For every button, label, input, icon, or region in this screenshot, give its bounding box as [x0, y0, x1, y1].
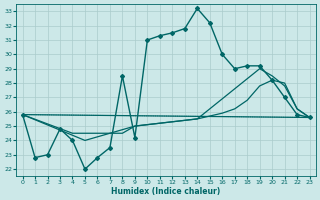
X-axis label: Humidex (Indice chaleur): Humidex (Indice chaleur) — [111, 187, 221, 196]
